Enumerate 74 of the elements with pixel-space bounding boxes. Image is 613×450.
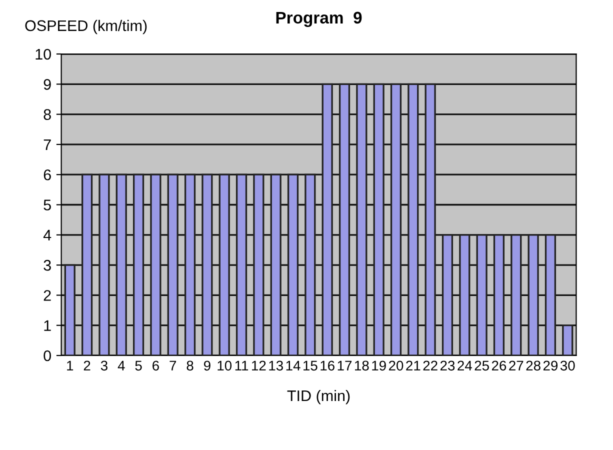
x-tick-label: 1 <box>67 360 74 370</box>
y-tick-label: 10 <box>36 48 51 60</box>
bar <box>356 83 368 356</box>
x-tick-label: 23 <box>440 360 455 371</box>
bar <box>64 264 76 356</box>
y-tick-label: 5 <box>44 200 51 210</box>
bar <box>322 83 333 356</box>
x-tick-label: 27 <box>509 360 524 370</box>
x-tick-label: 16 <box>320 360 334 371</box>
y-tick-label: 6 <box>44 169 51 180</box>
x-tick-label: 28 <box>526 360 540 371</box>
bar <box>338 83 350 356</box>
bar <box>459 234 470 356</box>
x-tick-label: 26 <box>492 360 506 371</box>
y-tick-label: 9 <box>44 79 51 90</box>
bar <box>562 324 574 356</box>
y-tick-label: 1 <box>44 320 51 331</box>
bar <box>184 174 196 356</box>
bar <box>116 174 127 356</box>
bar <box>218 174 230 356</box>
x-tick-label: 3 <box>100 360 108 371</box>
x-tick-label: 14 <box>286 360 300 370</box>
bar <box>236 174 248 356</box>
bar <box>442 234 454 356</box>
bar <box>98 174 110 356</box>
x-tick-label: 11 <box>235 360 248 370</box>
y-tick-label: 3 <box>44 260 51 271</box>
x-tick-label: 30 <box>560 360 575 371</box>
bar <box>253 174 264 356</box>
bar <box>132 174 144 356</box>
x-tick-label: 2 <box>84 360 90 370</box>
x-tick-label: 10 <box>218 360 232 371</box>
x-tick-label: 15 <box>304 360 318 371</box>
y-axis-title: OSPEED (km/tim) <box>25 20 147 34</box>
x-tick-label: 4 <box>118 360 125 370</box>
bar <box>373 83 384 356</box>
x-tick-label: 7 <box>170 360 176 370</box>
x-tick-label: 21 <box>406 360 420 370</box>
x-tick-label: 17 <box>338 360 352 370</box>
bar <box>150 174 162 356</box>
x-tick-label: 12 <box>252 360 266 370</box>
y-tick-label: 4 <box>43 230 52 240</box>
x-tick-label: 13 <box>269 360 283 371</box>
bar <box>304 174 316 356</box>
bar <box>476 234 488 356</box>
x-tick-label: 22 <box>423 360 438 370</box>
x-tick-label: 25 <box>474 360 489 371</box>
bar <box>510 234 522 356</box>
chart-title: Program 9 <box>276 12 362 27</box>
bar <box>81 174 93 356</box>
x-tick-label: 24 <box>458 360 472 370</box>
bar <box>167 174 178 356</box>
bar <box>202 174 213 356</box>
y-tick-label: 8 <box>44 109 51 120</box>
bar <box>528 234 539 356</box>
x-tick-label: 29 <box>543 360 558 371</box>
y-tick-label: 7 <box>44 139 51 150</box>
y-tick-label: 0 <box>44 350 51 362</box>
x-tick-label: 20 <box>388 360 404 371</box>
bar <box>493 234 505 356</box>
x-tick-label: 18 <box>355 360 369 371</box>
bar <box>408 83 419 356</box>
x-tick-label: 9 <box>204 360 210 371</box>
x-tick-label: 19 <box>372 360 386 371</box>
x-tick-label: 6 <box>152 360 159 371</box>
y-tick-label: 2 <box>44 290 51 301</box>
bar <box>544 234 556 356</box>
bar <box>270 174 282 356</box>
bar <box>287 174 299 356</box>
bar <box>390 83 402 356</box>
x-tick-label: 8 <box>186 360 194 371</box>
x-axis-title: TID (min) <box>287 390 350 404</box>
x-tick-label: 5 <box>135 360 142 371</box>
bar <box>424 83 436 356</box>
